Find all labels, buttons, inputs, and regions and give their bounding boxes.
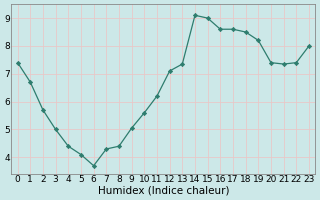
X-axis label: Humidex (Indice chaleur): Humidex (Indice chaleur)	[98, 186, 229, 196]
